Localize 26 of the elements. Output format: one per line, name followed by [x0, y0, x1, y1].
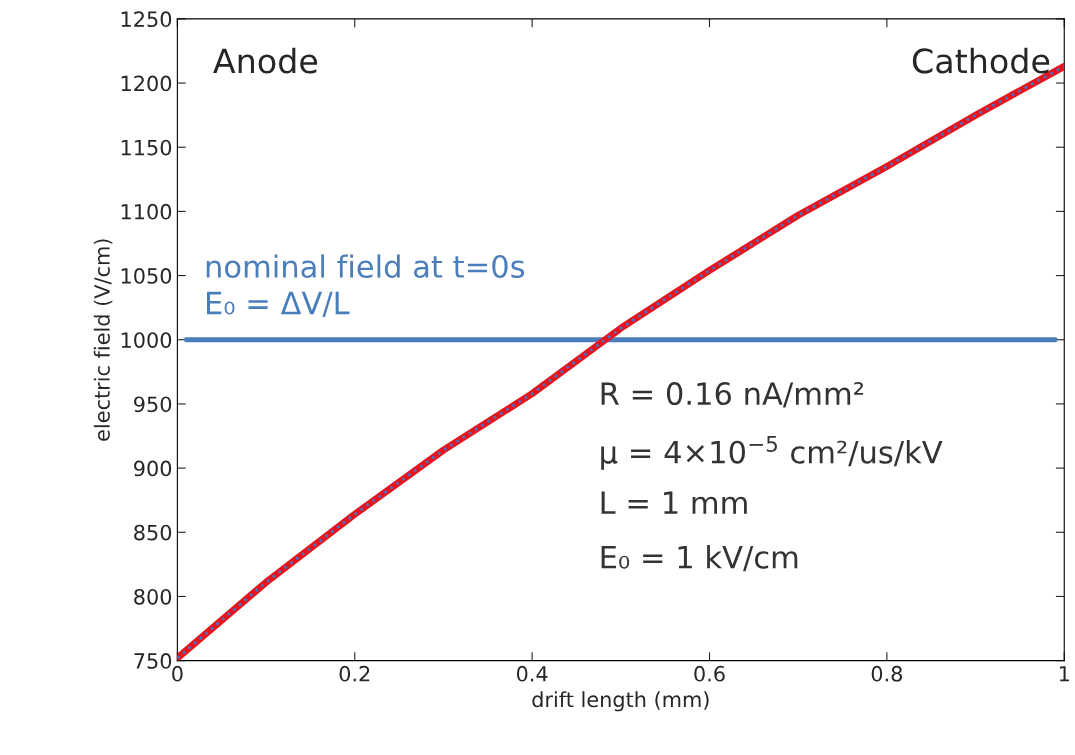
y-tick-label: 950: [134, 396, 172, 413]
annotation: nominal field at t=0s E₀ = ΔV/L: [206, 254, 525, 317]
annotation: R = 0.16 nA/mm²: [601, 382, 864, 408]
y-tick-label: 1100: [121, 203, 172, 220]
y-tick-label: 1050: [121, 268, 172, 284]
y-tick-label: 850: [134, 524, 172, 541]
x-tick-label: 1: [1059, 666, 1069, 682]
x-tick-label: 0.4: [516, 665, 548, 682]
x-tick-label: 0.6: [694, 665, 725, 682]
y-axis-title: electric field (V/cm): [93, 239, 113, 441]
y-tick-label: 900: [134, 460, 172, 477]
y-tick-label: 1000: [121, 332, 172, 348]
y-tick-label: 1200: [121, 75, 172, 92]
annotation: L = 1 mm: [601, 491, 747, 514]
x-axis-title: drift length (mm): [532, 691, 709, 712]
annotation: μ = 4×10$^{−5}$ cm²/us/kV: [601, 436, 943, 470]
annotation: Anode: [213, 47, 318, 74]
y-tick-label: 1150: [121, 139, 172, 156]
annotation: E₀ = 1 kV/cm: [601, 545, 798, 572]
y-tick-label: 800: [134, 588, 172, 605]
x-tick-label: 0: [172, 665, 183, 682]
annotation: Cathode: [912, 47, 1050, 74]
x-tick-label: 0.8: [871, 665, 903, 682]
x-tick-label: 0.2: [339, 665, 370, 682]
y-tick-label: 1250: [121, 11, 172, 28]
y-tick-label: 750: [134, 653, 172, 669]
